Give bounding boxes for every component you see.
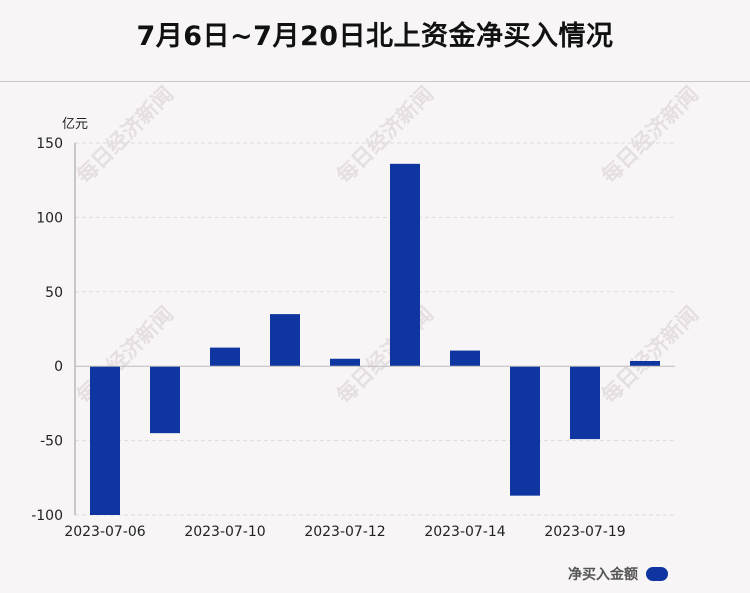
legend-label: 净买入金额 — [568, 567, 638, 583]
y-tick-label: -100 — [31, 508, 63, 524]
y-axis-unit: 亿元 — [62, 117, 89, 132]
watermark-text: 每日经济新闻 — [71, 81, 178, 188]
y-tick-label: 150 — [36, 136, 63, 152]
bar — [570, 366, 600, 440]
bar — [330, 358, 360, 367]
bar — [630, 360, 660, 367]
legend: 净买入金额 — [568, 564, 668, 584]
x-tick-label: 2023-07-14 — [424, 524, 505, 540]
y-tick-label: 50 — [45, 285, 63, 301]
bar — [450, 350, 480, 367]
chart-title: 7月6日~7月20日北上资金净买入情况 — [136, 21, 614, 52]
y-tick-label: 0 — [54, 359, 63, 375]
bar — [150, 366, 180, 434]
watermark-text: 每日经济新闻 — [331, 81, 438, 188]
y-tick-label: -50 — [40, 434, 63, 450]
x-tick-label: 2023-07-06 — [64, 524, 145, 540]
y-axis: 150 100 50 0 -50 -100 — [31, 136, 76, 524]
title-divider — [0, 81, 750, 82]
watermark-text: 每日经济新闻 — [596, 81, 703, 188]
y-tick-label: 100 — [36, 210, 63, 226]
x-axis: 2023-07-06 2023-07-10 2023-07-12 2023-07-14… — [64, 365, 675, 540]
bar — [210, 347, 240, 367]
grid-lines — [75, 142, 675, 516]
x-tick-label: 2023-07-12 — [304, 524, 385, 540]
watermark-text: 每日经济新闻 — [331, 301, 438, 408]
bar — [510, 366, 540, 496]
watermark-text: 每日经济新闻 — [596, 301, 703, 408]
x-tick-label: 2023-07-19 — [544, 524, 625, 540]
bar — [270, 314, 300, 367]
bar — [390, 163, 420, 367]
x-tick-label: 2023-07-10 — [184, 524, 265, 540]
legend-swatch — [646, 567, 668, 581]
bars — [90, 163, 660, 515]
bar — [90, 366, 120, 515]
